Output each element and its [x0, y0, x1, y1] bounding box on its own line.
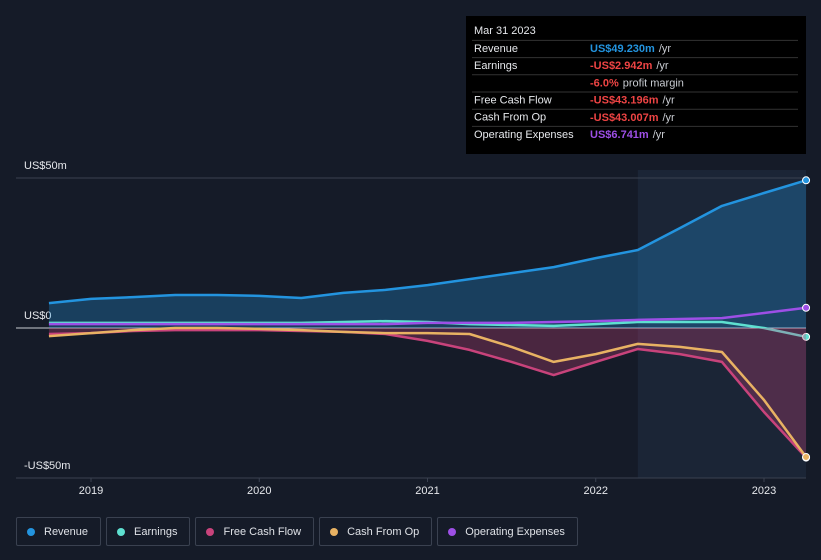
tooltip-unit: /yr [659, 43, 672, 55]
tooltip-label: Free Cash Flow [474, 95, 552, 107]
tooltip-label: Earnings [474, 60, 518, 72]
tooltip-value: US$6.741m/yr [590, 129, 665, 141]
series-line [48, 328, 807, 459]
legend-label: Free Cash Flow [223, 525, 302, 538]
tooltip-value-text: -6.0% [590, 77, 619, 89]
tooltip-unit: /yr [653, 129, 666, 141]
series-line [48, 179, 807, 305]
tooltip-value: -US$2.942m/yr [590, 60, 669, 72]
x-tick-label: 2023 [752, 485, 776, 497]
x-tick-label: 2019 [79, 485, 103, 497]
chart: -US$50m US$0 US$50m 2019 2020 2021 2022 2023 Mar… [16, 16, 811, 497]
x-tick-label: 2021 [415, 485, 439, 497]
tooltip-box [466, 16, 806, 154]
legend-item[interactable]: Earnings [106, 517, 191, 546]
tooltip-unit: /yr [663, 95, 676, 107]
legend-item[interactable]: Revenue [16, 517, 102, 546]
x-tick-label: 2022 [584, 485, 608, 497]
legend-label: Operating Expenses [465, 525, 565, 538]
end-dot [802, 453, 811, 462]
tooltip-value-text: -US$43.196m [590, 95, 659, 107]
legend-label: Cash From Op [347, 525, 420, 538]
end-dot [802, 332, 811, 341]
y-tick-label: US$50m [24, 160, 67, 172]
legend-swatch [27, 527, 35, 536]
end-dot [802, 176, 811, 185]
x-tick-label: 2020 [247, 485, 271, 497]
legend-swatch [117, 527, 126, 536]
tooltip-value: -6.0% profit margin [590, 77, 684, 89]
tooltip-value-text: -US$43.007m [590, 112, 659, 124]
y-tick-label: -US$50m [24, 460, 70, 472]
series-line [48, 306, 807, 326]
legend-item[interactable]: Cash From Op [319, 517, 433, 546]
legend-label: Revenue [44, 525, 89, 538]
legend: Revenue Earnings Free Cash Flow Cash From O… [16, 517, 578, 546]
tooltip-value-text: US$49.230m [590, 43, 655, 55]
tooltip-unit: /yr [663, 112, 676, 124]
tooltip-value-text: US$6.741m [590, 129, 649, 141]
tooltip-unit: profit margin [623, 77, 684, 89]
tooltip-value: US$49.230m/yr [590, 43, 671, 55]
tooltip-label: Revenue [474, 43, 518, 55]
tooltip-value: -US$43.007m/yr [590, 112, 675, 124]
tooltip-unit: /yr [656, 60, 669, 72]
legend-swatch [330, 527, 339, 536]
tooltip: Mar 31 2023 Revenue US$49.230m/yr Earnings -… [466, 16, 806, 154]
series-area [48, 180, 807, 328]
tooltip-value: -US$43.196m/yr [590, 95, 675, 107]
tooltip-label: Operating Expenses [474, 129, 574, 141]
tooltip-value-text: -US$2.942m [590, 60, 653, 72]
legend-swatch [448, 527, 457, 536]
legend-swatch [206, 527, 215, 536]
legend-item[interactable]: Operating Expenses [437, 517, 578, 546]
tooltip-title: Mar 31 2023 [474, 25, 536, 37]
end-dot [802, 303, 811, 312]
tooltip-label: Cash From Op [474, 112, 546, 124]
series-area [48, 328, 807, 458]
legend-item[interactable]: Free Cash Flow [195, 517, 315, 546]
series-line [48, 326, 808, 458]
legend-label: Earnings [134, 525, 178, 538]
y-tick-label: US$0 [24, 310, 52, 322]
